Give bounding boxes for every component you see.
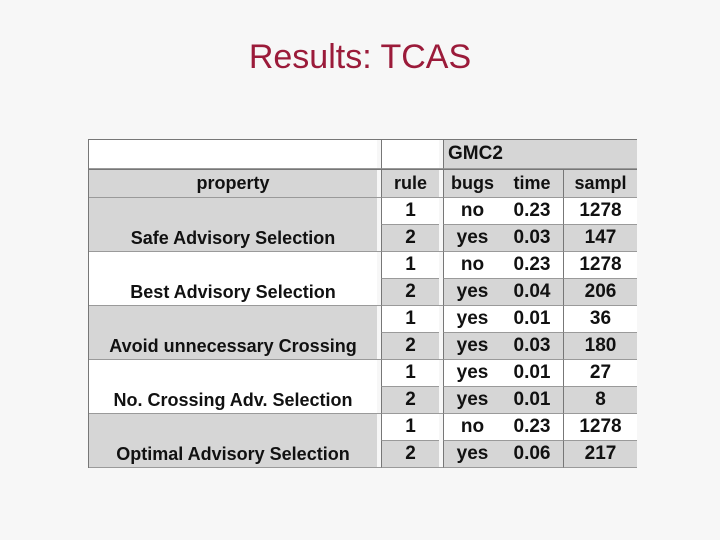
header-blank-property: [89, 139, 377, 169]
table-row: 2 yes 0.03 147: [89, 225, 637, 252]
rule-cell: 2: [381, 279, 439, 306]
bugs-cell: yes: [443, 225, 501, 252]
slide-title: Results: TCAS: [248, 38, 472, 76]
time-cell: 0.23: [501, 198, 563, 225]
time-cell: 0.04: [501, 279, 563, 306]
bugs-cell: yes: [443, 441, 501, 468]
rule-cell: 2: [381, 333, 439, 360]
time-cell: 0.01: [501, 360, 563, 387]
column-header-row: property rule bugs time sampl: [89, 169, 637, 198]
sampl-cell: 27: [563, 360, 637, 387]
col-header-time: time: [501, 169, 563, 198]
results-table: GMC2 property rule bugs time sampl Safe …: [88, 139, 637, 468]
bugs-cell: yes: [443, 387, 501, 414]
time-cell: 0.03: [501, 225, 563, 252]
property-cell: Avoid unnecessary Crossing: [89, 306, 377, 360]
property-cell: Safe Advisory Selection: [89, 198, 377, 252]
table-row: Optimal Advisory Selection 1 no 0.23 127…: [89, 414, 637, 468]
rule-cell: 2: [381, 387, 439, 414]
time-cell: 0.01: [501, 387, 563, 414]
time-cell: 0.23: [501, 252, 563, 279]
rule-cell: 1: [381, 252, 439, 279]
bugs-cell: yes: [443, 333, 501, 360]
property-cell: No. Crossing Adv. Selection: [89, 360, 377, 414]
sampl-cell: 1278: [563, 252, 637, 279]
col-header-sampl: sampl: [563, 169, 637, 198]
table-row: 2 yes 0.03 180: [89, 333, 637, 360]
col-header-bugs: bugs: [443, 169, 501, 198]
rule-cell: 1: [381, 360, 439, 387]
sampl-cell: 8: [563, 387, 637, 414]
sampl-cell: 217: [563, 441, 637, 468]
time-cell: 0.06: [501, 441, 563, 468]
sampl-cell: 36: [563, 306, 637, 333]
rule-cell: 1: [381, 306, 439, 333]
time-cell: 0.03: [501, 333, 563, 360]
rule-cell: 1: [381, 198, 439, 225]
bugs-cell: no: [443, 252, 501, 279]
table-row: 2 yes 0.01 8: [89, 387, 637, 414]
header-blank-rule: [381, 139, 439, 169]
table-row: Avoid unnecessary Crossing 1 yes 0.01 36: [89, 306, 637, 360]
bugs-cell: yes: [443, 360, 501, 387]
table-row: Best Advisory Selection 1 no 0.23 1278: [89, 252, 637, 306]
bugs-cell: yes: [443, 306, 501, 333]
sampl-cell: 206: [563, 279, 637, 306]
sampl-cell: 1278: [563, 198, 637, 225]
sampl-cell: 180: [563, 333, 637, 360]
table-row: No. Crossing Adv. Selection 1 yes 0.01 2…: [89, 360, 637, 414]
group-header-row: GMC2: [89, 139, 637, 169]
rule-cell: 1: [381, 414, 439, 441]
table-row: 2 yes 0.06 217: [89, 441, 637, 468]
rule-cell: 2: [381, 441, 439, 468]
time-cell: 0.01: [501, 306, 563, 333]
col-header-property: property: [89, 169, 377, 198]
bugs-cell: yes: [443, 279, 501, 306]
rule-cell: 2: [381, 225, 439, 252]
sampl-cell: 1278: [563, 414, 637, 441]
time-cell: 0.23: [501, 414, 563, 441]
table-row: 2 yes 0.04 206: [89, 279, 637, 306]
property-cell: Best Advisory Selection: [89, 252, 377, 306]
bugs-cell: no: [443, 414, 501, 441]
table-row: Safe Advisory Selection 1 no 0.23 1278: [89, 198, 637, 252]
sampl-cell: 147: [563, 225, 637, 252]
bugs-cell: no: [443, 198, 501, 225]
property-cell: Optimal Advisory Selection: [89, 414, 377, 468]
gmc2-group-header: GMC2: [443, 139, 637, 169]
col-header-rule: rule: [381, 169, 439, 198]
